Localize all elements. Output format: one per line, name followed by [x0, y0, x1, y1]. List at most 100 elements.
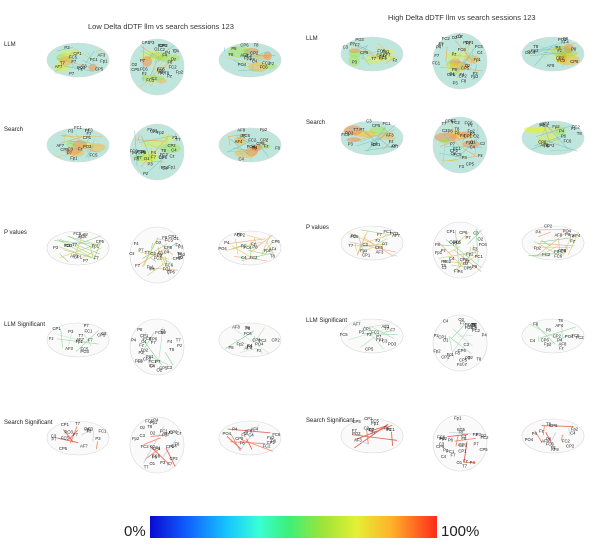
electrode-label: F7: [451, 118, 457, 123]
connection-line: [149, 52, 154, 60]
electrode-label: AF7: [55, 64, 63, 69]
electrode-label: CP5: [353, 419, 362, 424]
connectivity-blob: [259, 63, 277, 69]
connection-line: [441, 159, 460, 162]
electrode-label: P7: [359, 127, 365, 132]
electrode-label: Cz: [170, 153, 175, 158]
connectivity-blob: [563, 43, 574, 54]
electrode-label: AF8: [559, 342, 567, 347]
electrode-label: FC5: [145, 418, 154, 423]
electrode-label: Fp2: [244, 55, 252, 60]
electrode-label: F8: [275, 145, 281, 150]
electrode-label: O1: [456, 460, 462, 465]
connection-line: [381, 235, 386, 239]
connection-line: [248, 66, 262, 72]
electrode-label: CP2: [546, 143, 555, 148]
brain-left-view: Fz FC1 C3 CP1 CP5 FC5 F7 T7 AF3 AF7 P7 P3 PO3 Fp1: [46, 125, 110, 163]
electrode-label: T7: [452, 242, 458, 247]
electrode-label: PO3: [65, 429, 74, 434]
connection-line: [534, 430, 543, 443]
electrode-label: Fp2: [531, 48, 539, 53]
brain-left-view: Fz FC1 C3 CP1 CP5 FC5 F7 T7 AF3 AF7 P7 P3 PO3 Fp1: [340, 318, 404, 354]
electrode-label: P3: [178, 245, 184, 250]
electrode-label: C3: [81, 63, 87, 68]
electrode-label: P3: [64, 45, 70, 50]
electrode-label: Cz: [442, 265, 447, 270]
connection-line: [538, 242, 574, 247]
electrode-label: P4: [232, 426, 238, 431]
electrode-label: AF8: [554, 232, 562, 237]
electrode-label: Fz: [269, 61, 274, 66]
brain-connectivity-svg: Fp1Fp2F7F3FzF4F8FC5FC1FC2FC6T7C3CzC4T8CP…: [432, 314, 487, 372]
electrode-label: CP6: [169, 430, 178, 435]
connection-line: [354, 51, 378, 59]
electrode-label: PO3: [345, 131, 354, 136]
electrode-label: Fp1: [371, 141, 379, 146]
electrode-label: T7: [384, 326, 390, 331]
electrode-label: T8: [569, 233, 575, 238]
connection-line: [539, 237, 570, 243]
row-label: LLM Significant: [306, 318, 348, 324]
connection-line: [361, 323, 390, 329]
connectivity-blob: [251, 143, 262, 152]
electrode-label: FC2: [557, 58, 566, 63]
brain-right-view: Fz FC2 C4 CP2 CP6 FC6 F8 T8 AF4 AF8 P8 P4 PO4 Fp2: [521, 318, 585, 354]
electrode-label: PO3: [80, 349, 89, 354]
electrode-label: T8: [270, 254, 276, 259]
connection-line: [443, 133, 450, 140]
electrode-label: F7: [454, 269, 460, 274]
connection-line: [356, 231, 368, 255]
electrode-label: AF8: [237, 127, 245, 132]
electrode-label: FC1: [79, 234, 88, 239]
electrode-label: CP5: [372, 123, 381, 128]
electrode-label: PO4: [238, 62, 247, 67]
connection-line: [449, 122, 465, 149]
connection-line: [528, 252, 566, 257]
connection-line: [550, 432, 557, 444]
connection-line: [92, 430, 95, 442]
electrode-label: Fz: [571, 126, 576, 131]
electrode-label: P4: [557, 338, 563, 343]
electrode-label: Pz: [178, 255, 183, 260]
electrode-label: P8: [158, 70, 164, 75]
connection-line: [228, 135, 231, 146]
electrode-label: CP6: [235, 436, 244, 441]
connectivity-blob: [364, 54, 382, 65]
electrode-label: F8: [455, 130, 461, 135]
connection-line: [145, 152, 170, 175]
electrode-label: CP5: [131, 67, 140, 72]
electrode-label: F8: [174, 441, 180, 446]
electrode-label: CP1: [61, 422, 70, 427]
electrode-label: P8: [157, 253, 163, 258]
electrode-label: FC6: [479, 242, 488, 247]
connection-line: [68, 236, 97, 245]
electrode-label: Fz: [559, 346, 564, 351]
connection-line: [240, 153, 244, 155]
electrode-label: T7: [144, 465, 150, 470]
connection-line: [361, 246, 374, 254]
electrode-label: F8: [455, 350, 461, 355]
electrode-label: P4: [150, 266, 156, 271]
connection-line: [448, 154, 483, 161]
connection-line: [360, 45, 369, 49]
electrode-label: AF8: [234, 232, 242, 237]
electrode-label: Fp1: [360, 248, 368, 253]
connection-line: [68, 333, 72, 346]
connection-line: [144, 448, 160, 460]
electrode-label: CP6: [541, 337, 550, 342]
electrode-label: F8: [240, 440, 246, 445]
electrode-label: O1: [173, 236, 179, 241]
connection-line: [87, 138, 96, 159]
electrode-label: Fp2: [466, 252, 474, 257]
connection-line: [361, 229, 391, 236]
electrode-label: C4: [525, 50, 531, 55]
connection-line: [453, 249, 482, 272]
connection-line: [254, 237, 257, 246]
electrode-label: P3: [454, 240, 460, 245]
brain-right-view: Fz FC2 C4 CP2 CP6 FC6 F8 T8 AF4 AF8 P8 P4 PO4 Fp2: [218, 127, 282, 163]
electrode-label: P8: [452, 67, 458, 72]
electrode-label: AF4: [244, 346, 252, 351]
electrode-label: F4: [162, 52, 168, 57]
